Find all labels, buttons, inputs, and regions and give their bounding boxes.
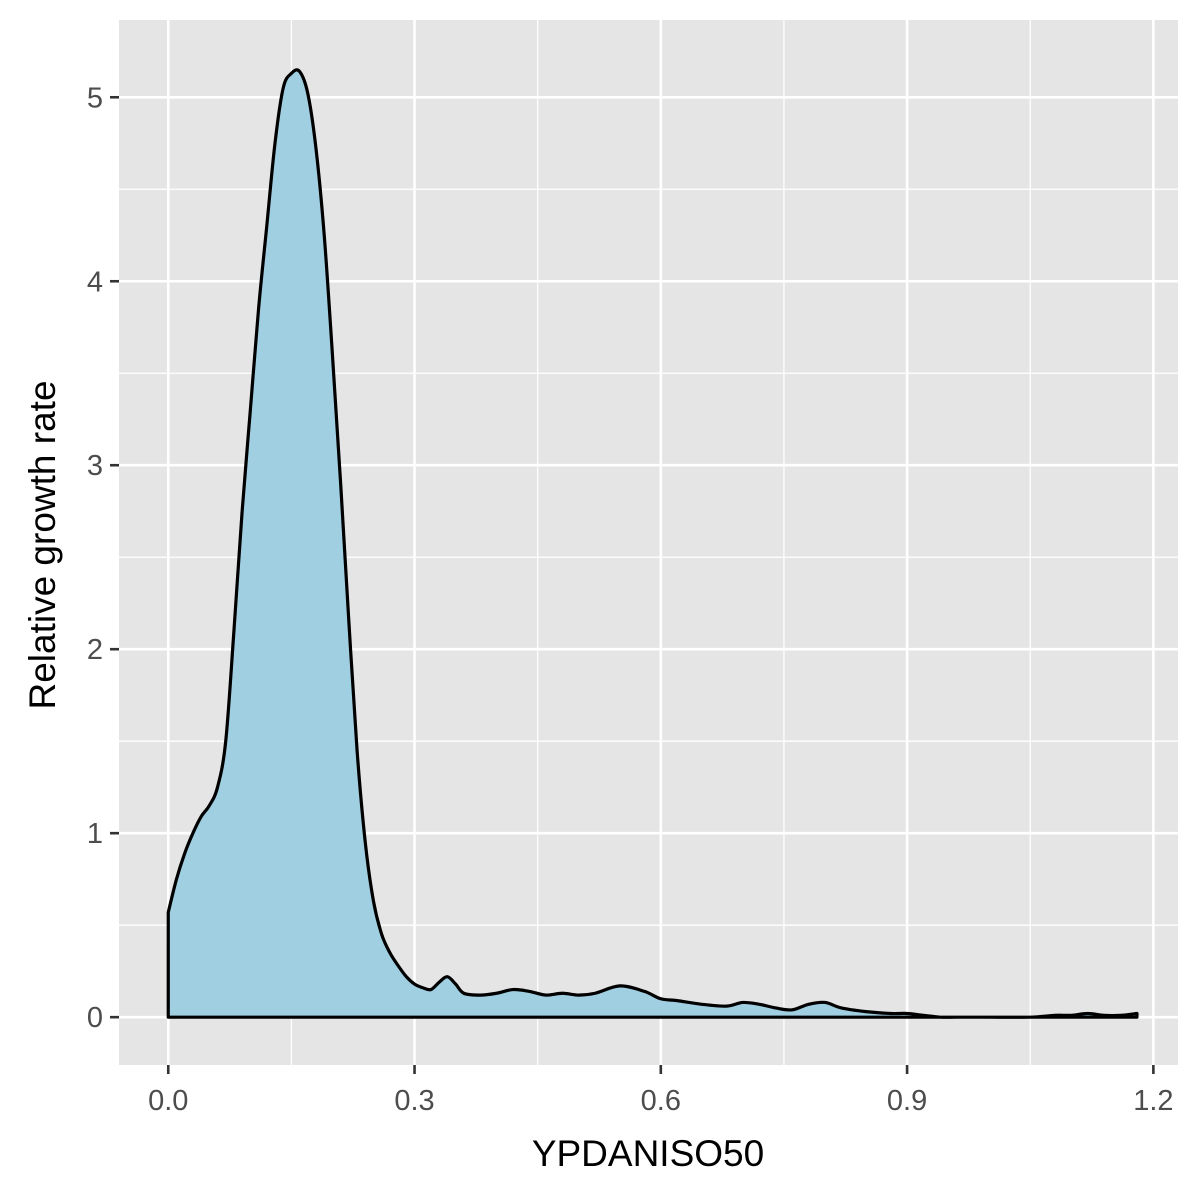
x-axis-title: YPDANISO50 bbox=[532, 1133, 764, 1174]
x-tick-label: 0.9 bbox=[887, 1085, 927, 1117]
y-tick-label: 0 bbox=[87, 1002, 103, 1034]
x-tick-label: 1.2 bbox=[1133, 1085, 1173, 1117]
y-tick-label: 5 bbox=[87, 82, 103, 114]
y-axis-title: Relative growth rate bbox=[22, 380, 63, 709]
y-axis: 0 1 2 3 4 5 bbox=[87, 82, 119, 1034]
x-tick-label: 0.0 bbox=[148, 1085, 188, 1117]
x-axis: 0.0 0.3 0.6 0.9 1.2 bbox=[148, 1065, 1174, 1117]
y-tick-label: 4 bbox=[87, 266, 103, 298]
density-area bbox=[168, 69, 1137, 1018]
x-tick-label: 0.3 bbox=[394, 1085, 434, 1117]
y-tick-label: 1 bbox=[87, 818, 103, 850]
x-tick-label: 0.6 bbox=[641, 1085, 681, 1117]
y-tick-label: 2 bbox=[87, 634, 103, 666]
y-tick-label: 3 bbox=[87, 450, 103, 482]
density-curve bbox=[166, 68, 1139, 1019]
